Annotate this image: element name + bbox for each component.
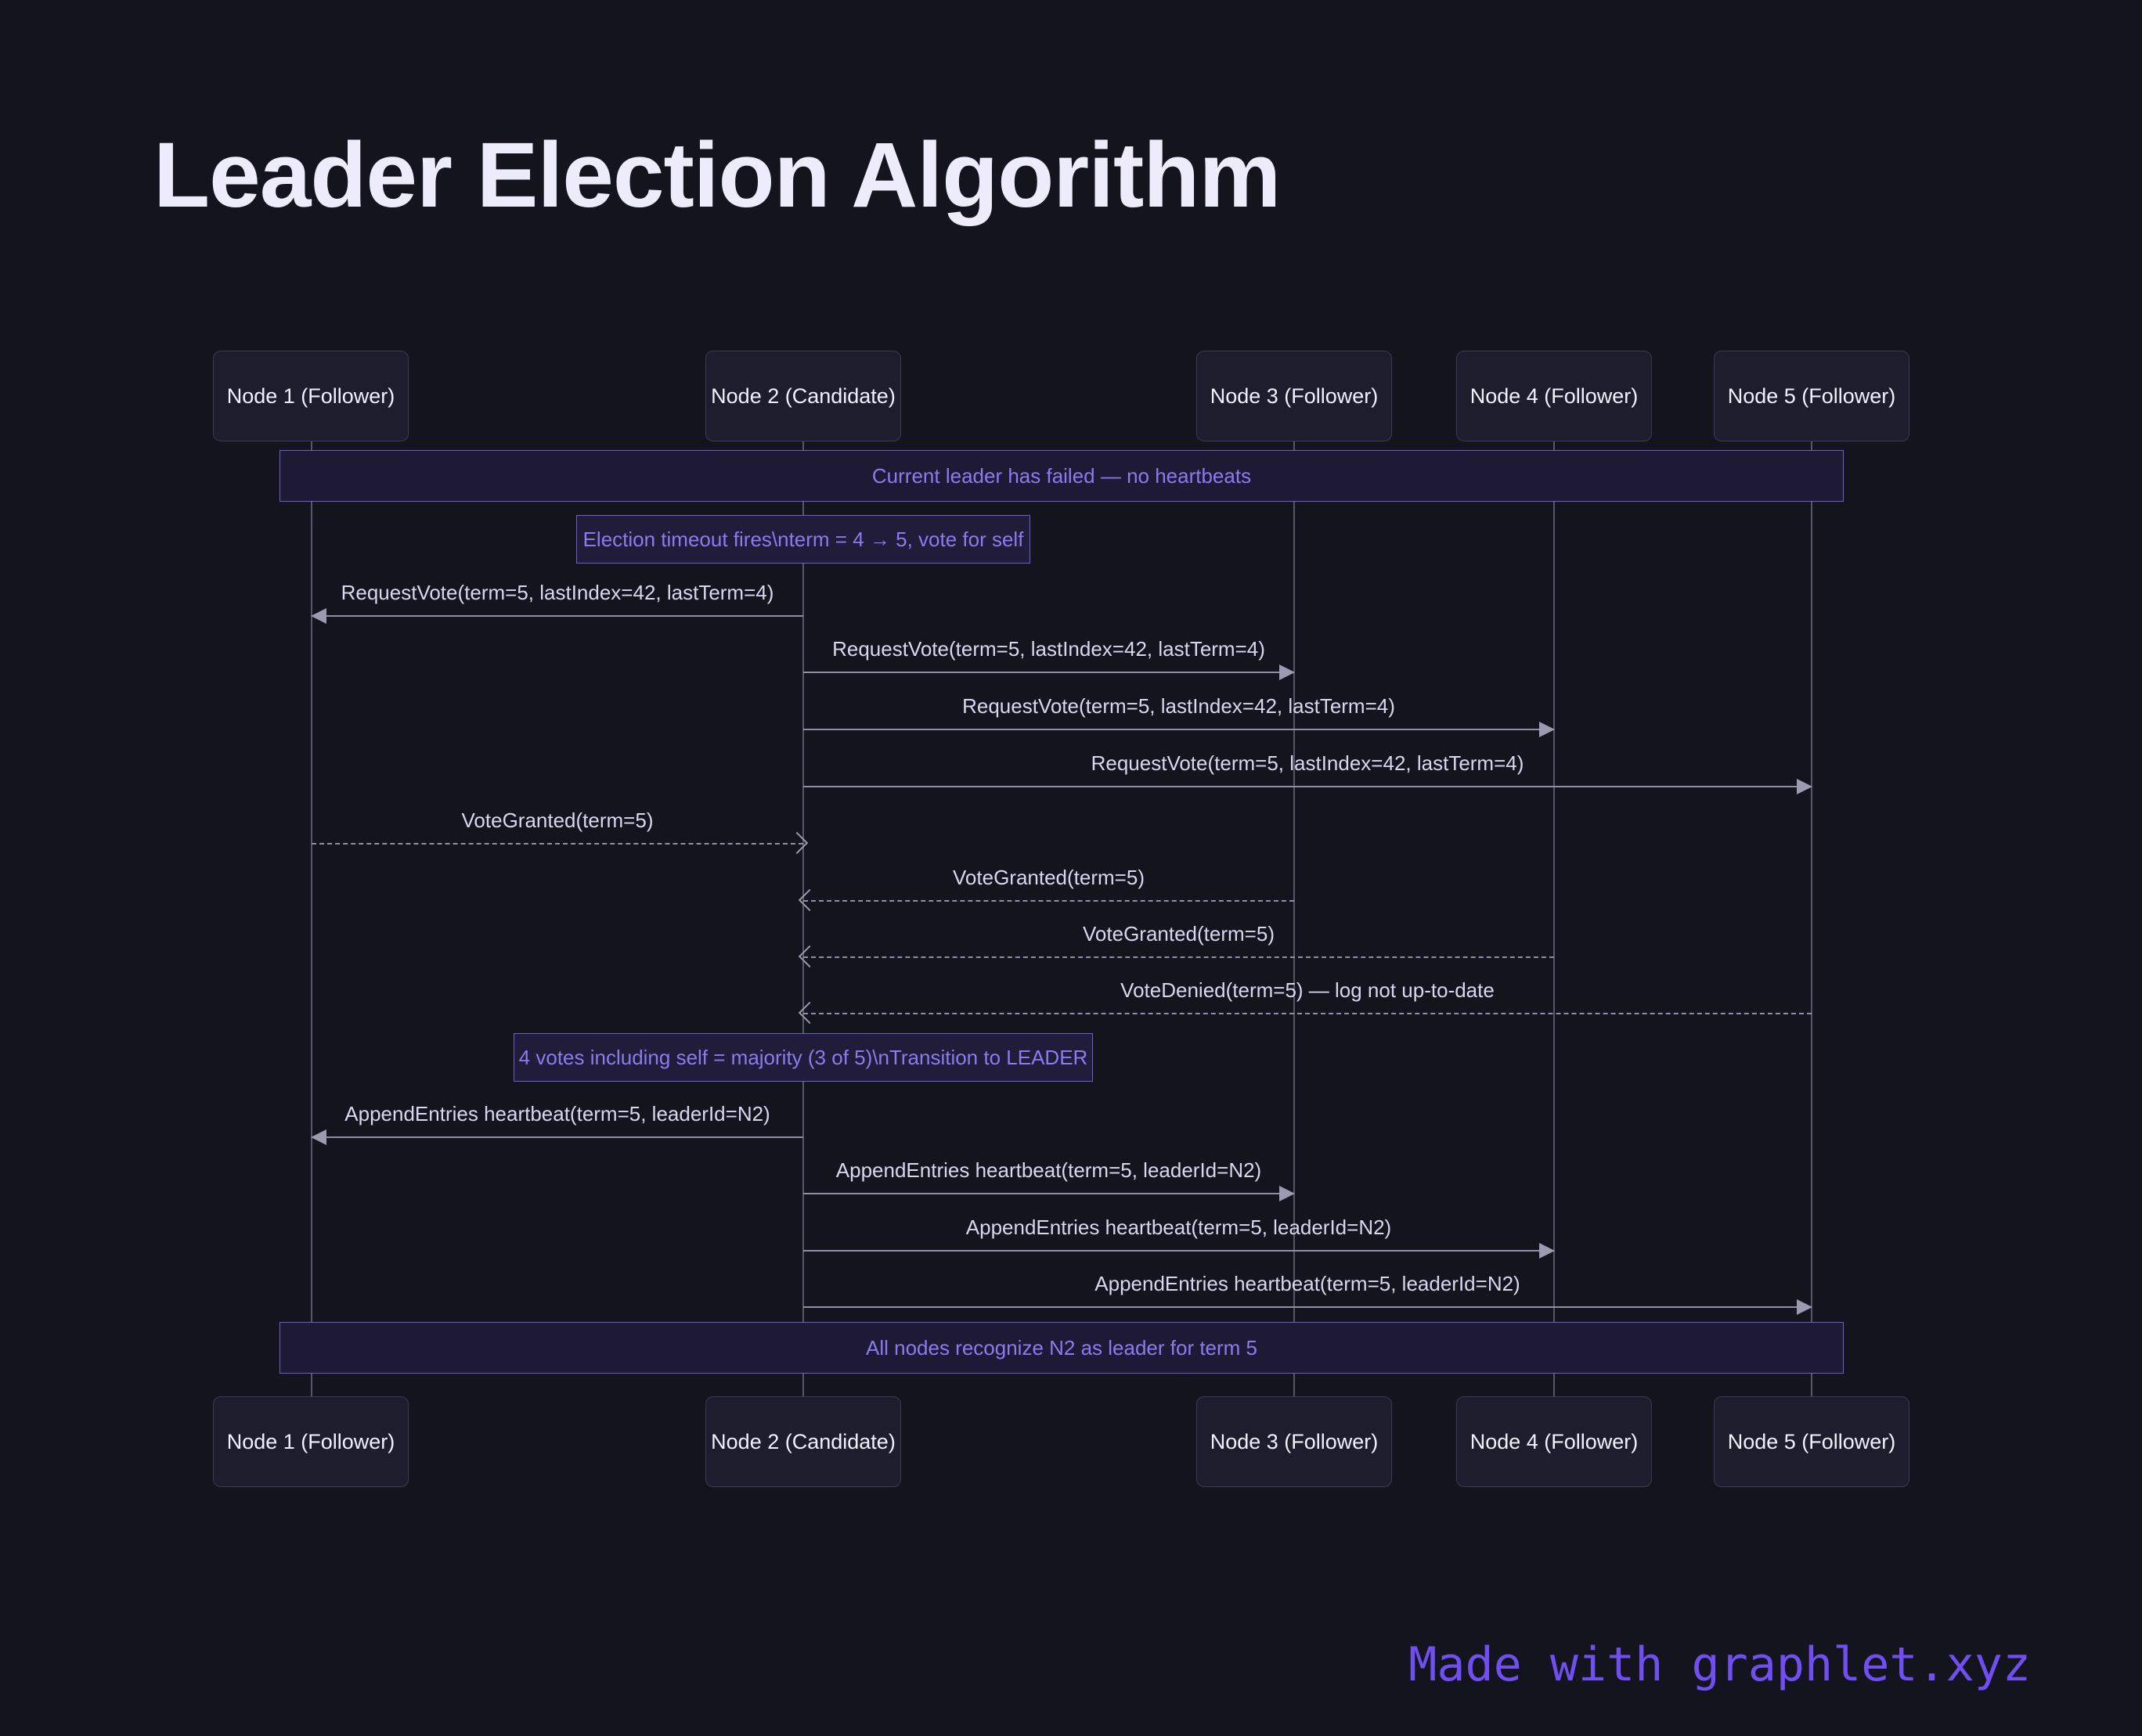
participant-label: Node 5 (Follower): [1727, 1429, 1896, 1453]
message-arrow: [803, 665, 1295, 680]
arrowhead-icon: [1539, 722, 1555, 737]
message-line: [803, 1250, 1554, 1252]
banner-note: Current leader has failed — no heartbeat…: [279, 450, 1844, 502]
message-arrow: [311, 608, 803, 624]
note-box: 4 votes including self = majority (3 of …: [514, 1033, 1093, 1082]
lifeline-n1: [311, 441, 312, 1396]
banner-note-label: Current leader has failed — no heartbeat…: [871, 463, 1252, 488]
message-label: VoteGranted(term=5): [1083, 922, 1275, 945]
message-arrow: [798, 945, 1554, 968]
message-arrow: [803, 1299, 1812, 1315]
message-label: RequestVote(term=5, lastIndex=42, lastTe…: [1091, 751, 1524, 775]
message-label: VoteGranted(term=5): [461, 809, 654, 832]
participant-box-n5-top[interactable]: Node 5 (Follower): [1714, 351, 1909, 441]
message-label: RequestVote(term=5, lastIndex=42, lastTe…: [832, 637, 1265, 661]
participant-box-n4-top[interactable]: Node 4 (Follower): [1456, 351, 1652, 441]
participant-box-n1-bottom[interactable]: Node 1 (Follower): [213, 1396, 409, 1487]
arrowhead-icon: [785, 831, 809, 855]
lifeline-n5: [1811, 441, 1812, 1396]
participant-label: Node 5 (Follower): [1727, 384, 1896, 408]
message-line: [803, 672, 1294, 673]
arrowhead-icon: [1279, 1186, 1295, 1201]
message-line: [312, 615, 803, 617]
note-label: 4 votes including self = majority (3 of …: [518, 1045, 1088, 1069]
participant-label: Node 3 (Follower): [1210, 1429, 1379, 1453]
participant-box-n2-bottom[interactable]: Node 2 (Candidate): [705, 1396, 901, 1487]
participant-label: Node 4 (Follower): [1469, 1429, 1639, 1453]
participant-label: Node 2 (Candidate): [711, 384, 896, 408]
message-line: [803, 1013, 1812, 1014]
arrowhead-icon: [311, 608, 326, 624]
banner-note: All nodes recognize N2 as leader for ter…: [279, 1322, 1844, 1374]
message-line: [312, 1136, 803, 1138]
message-arrow: [803, 1186, 1295, 1201]
participant-box-n2-top[interactable]: Node 2 (Candidate): [705, 351, 901, 441]
message-label: VoteGranted(term=5): [953, 866, 1145, 889]
message-line: [803, 900, 1294, 902]
message-line: [803, 956, 1554, 958]
arrowhead-icon: [311, 1129, 326, 1145]
note-label: Election timeout fires\nterm = 4 → 5, vo…: [582, 527, 1024, 551]
lifeline-n4: [1553, 441, 1555, 1396]
participant-label: Node 2 (Candidate): [711, 1429, 896, 1453]
message-arrow: [803, 779, 1812, 794]
banner-note-label: All nodes recognize N2 as leader for ter…: [865, 1335, 1258, 1360]
arrowhead-icon: [1797, 779, 1812, 794]
message-line: [803, 729, 1554, 730]
message-arrow: [312, 831, 809, 855]
message-arrow: [803, 722, 1555, 737]
note-box: Election timeout fires\nterm = 4 → 5, vo…: [576, 515, 1030, 564]
message-line: [803, 1193, 1294, 1194]
page-title: Leader Election Algorithm: [153, 124, 1281, 227]
participant-label: Node 3 (Follower): [1210, 384, 1379, 408]
message-label: RequestVote(term=5, lastIndex=42, lastTe…: [341, 581, 774, 604]
arrowhead-icon: [1539, 1243, 1555, 1259]
lifeline-n3: [1293, 441, 1295, 1396]
message-label: AppendEntries heartbeat(term=5, leaderId…: [344, 1102, 770, 1126]
message-arrow: [311, 1129, 803, 1145]
message-arrow: [798, 888, 1294, 912]
message-arrow: [798, 1001, 1812, 1025]
participant-label: Node 1 (Follower): [226, 1429, 395, 1453]
participant-box-n3-bottom[interactable]: Node 3 (Follower): [1196, 1396, 1392, 1487]
arrowhead-icon: [1797, 1299, 1812, 1315]
participant-box-n5-bottom[interactable]: Node 5 (Follower): [1714, 1396, 1909, 1487]
watermark: Made with graphlet.xyz: [1408, 1637, 2031, 1692]
message-label: AppendEntries heartbeat(term=5, leaderId…: [835, 1158, 1262, 1182]
message-label: RequestVote(term=5, lastIndex=42, lastTe…: [962, 694, 1395, 718]
participant-label: Node 4 (Follower): [1469, 384, 1639, 408]
message-line: [803, 1306, 1812, 1308]
participant-box-n3-top[interactable]: Node 3 (Follower): [1196, 351, 1392, 441]
message-arrow: [803, 1243, 1555, 1259]
message-label: VoteDenied(term=5) — log not up-to-date: [1120, 978, 1495, 1002]
participant-box-n1-top[interactable]: Node 1 (Follower): [213, 351, 409, 441]
message-label: AppendEntries heartbeat(term=5, leaderId…: [965, 1216, 1392, 1239]
arrowhead-icon: [1279, 665, 1295, 680]
message-label: AppendEntries heartbeat(term=5, leaderId…: [1094, 1272, 1520, 1295]
participant-box-n4-bottom[interactable]: Node 4 (Follower): [1456, 1396, 1652, 1487]
message-line: [312, 843, 803, 845]
lifeline-n2: [802, 441, 804, 1396]
participant-label: Node 1 (Follower): [226, 384, 395, 408]
message-line: [803, 786, 1812, 787]
